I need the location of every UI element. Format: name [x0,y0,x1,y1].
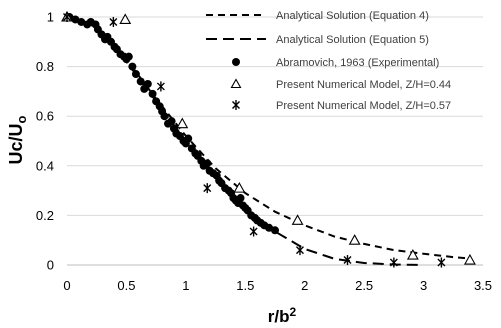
star-point [343,255,352,266]
experimental-point [131,70,140,79]
x-tick-label: 2.5 [355,278,373,293]
y-axis-title-subscript: o [14,115,29,123]
x-tick-label: 3.5 [474,278,492,293]
experimental-point [184,134,193,143]
x-tick-label: 3 [420,278,427,293]
experimental-point [143,79,152,88]
marker-layer [61,10,476,268]
experimental-point [160,112,169,121]
triangle-point [233,181,246,193]
triangle-point [463,253,476,265]
legend-swatch-star [232,100,240,110]
x-tick-label: 0 [63,278,70,293]
triangle-point [348,234,361,245]
y-axis-title: Uc/Uo [6,115,29,164]
legend-swatch-triangle [230,78,242,89]
experimental-point [271,226,279,235]
triangle-point [176,117,189,129]
star-point [109,16,118,27]
star-point [63,12,71,22]
star-point [249,226,258,237]
legend-label-eq5: Analytical Solution (Equation 5) [276,34,429,46]
tick-layer: 0 0.2 0.4 0.6 0.8 1 0 0.5 1 1.5 2 2.5 3 3.5 [36,10,492,294]
star-point [156,81,165,92]
legend: Analytical Solution (Equation 4) Analyti… [206,10,451,112]
star-point [389,257,398,268]
experimental-point [203,159,212,168]
experimental-point [236,194,245,203]
experimental-point [148,89,157,98]
y-tick-label: 0.4 [36,158,54,173]
grid-layer [67,16,483,216]
x-axis-title: r/b2 [268,305,297,326]
x-tick-label: 1 [182,278,189,293]
experimental-point [136,77,145,86]
y-tick-label: 0.2 [36,208,54,223]
triangle-point [406,248,419,260]
legend-label-model-057: Present Numerical Model, Z/H=0.57 [276,100,451,112]
y-tick-label: 1 [47,10,54,25]
x-tick-label: 1.5 [236,278,254,293]
legend-label-experimental: Abramovich, 1963 (Experimental) [276,57,439,69]
star-point [295,245,304,256]
x-axis-title-superscript: 2 [290,305,297,319]
y-tick-label: 0.6 [36,109,54,124]
y-tick-label: 0.8 [36,59,54,74]
experimental-point [167,117,176,126]
y-tick-label: 0 [47,258,54,273]
experimental-point [124,52,133,61]
legend-swatch-experimental [232,58,240,66]
triangle-point [119,13,132,25]
legend-label-eq4: Analytical Solution (Equation 4) [276,10,429,22]
star-point [203,183,212,194]
triangle-point [291,214,304,225]
x-tick-label: 0.5 [117,278,135,293]
x-tick-label: 2 [301,278,308,293]
star-point [437,257,446,268]
experimental-point [128,62,137,71]
legend-label-model-044: Present Numerical Model, Z/H=0.44 [276,79,451,91]
